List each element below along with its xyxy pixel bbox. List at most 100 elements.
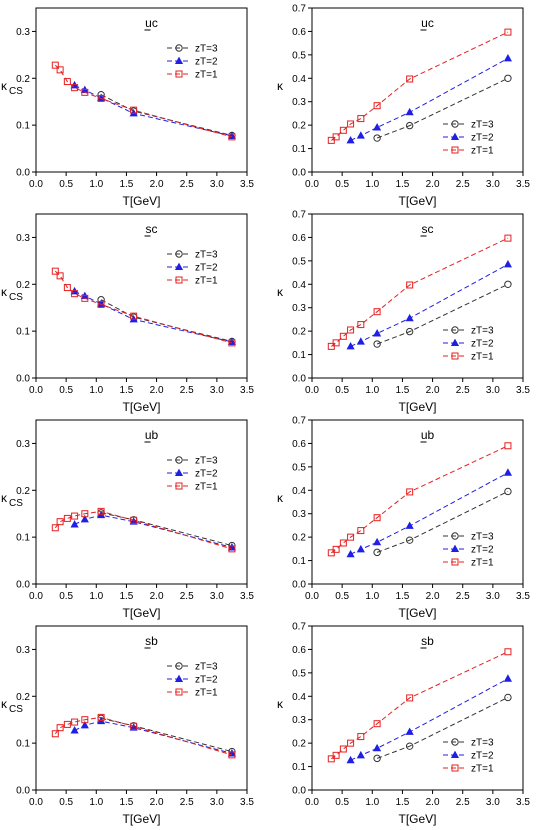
legend-marker [451,532,459,540]
x-tick-label: 2.5 [180,591,194,602]
y-tick-label: 0.6 [292,439,306,450]
plot-frame [35,625,248,791]
x-tick-label: 0.5 [335,591,349,602]
data-point [327,755,335,763]
series-line [54,270,233,344]
chart-panel: 0.0 0.5 1.0 1.5 2.0 2.5 3.0 3.5 0.0 0.1 0.2 0.3 0.4 0… [277,622,530,827]
legend-marker [174,56,184,64]
x-tick-label: 1.5 [395,179,409,190]
y-tick-label: 0.0 [292,168,306,179]
x-tick-label: 0.5 [335,179,349,190]
x-tick-label: 3.0 [486,591,500,602]
legend-marker [451,146,459,154]
x-tick-label: 2.0 [150,385,164,396]
data-point [51,524,59,532]
legend-label: zT=1 [195,276,218,287]
data-point [504,442,512,450]
x-tick-label: 3.5 [516,591,530,602]
x-tick-label: 0.0 [305,385,319,396]
y-tick-label: 0.4 [292,692,306,703]
data-point [357,527,365,535]
y-tick-label: 0.0 [16,374,30,385]
chart-panel: 0.0 0.5 1.0 1.5 2.0 2.5 3.0 3.5 0.0 0.1 0.2 0.3 0.4 0… [277,4,530,209]
data-point [228,751,236,759]
data-point [130,516,138,524]
chart-title: ub [145,428,159,442]
y-tick-label: 0.1 [16,739,30,750]
legend-marker [174,674,184,682]
legend-marker [451,738,459,746]
legend-label: zT=2 [195,263,218,274]
chart-panel: 0.0 0.5 1.0 1.5 2.0 2.5 3.0 3.5 0.0 0.1 0.2 0.3 T[Ge… [1,7,254,208]
data-point [71,512,79,520]
data-point [130,106,138,114]
x-tick-label: 0.0 [305,179,319,190]
y-axis-label: κ [1,285,8,299]
data-point [373,514,381,522]
y-axis-label-subscript: CS [9,292,23,303]
data-point [504,28,512,36]
data-point [373,743,382,752]
data-point [347,120,355,128]
y-tick-label: 0.0 [16,168,30,179]
series-line [74,290,233,343]
y-tick-label: 0.5 [292,256,306,267]
data-point [346,549,355,558]
x-tick-label: 0.5 [335,385,349,396]
legend-marker [450,132,460,141]
x-tick-label: 0.0 [29,385,43,396]
data-point [373,308,381,316]
x-tick-label: 2.0 [426,385,440,396]
chart-panel: 0.0 0.5 1.0 1.5 2.0 2.5 3.0 3.5 0.0 0.1 0.2 0.3 0.4 0… [277,210,530,415]
data-point [373,123,382,131]
legend-label: zT=2 [195,469,218,480]
data-point [70,520,79,528]
data-point [357,321,365,329]
y-tick-label: 0.0 [292,580,306,591]
chart-title: sc [146,222,158,236]
x-tick-label: 0.0 [29,797,43,808]
x-tick-label: 1.0 [89,385,103,396]
data-point [357,733,365,741]
y-tick-label: 0.2 [16,486,30,497]
data-point [56,724,64,732]
x-tick-label: 3.0 [210,797,224,808]
y-tick-label: 0.0 [292,786,306,797]
series-line [74,84,233,137]
x-tick-label: 3.0 [210,385,224,396]
data-point [406,694,414,702]
data-point [356,544,365,553]
data-point [504,74,512,82]
data-point [504,234,512,242]
y-tick-label: 0.5 [292,668,306,679]
data-point [339,745,347,753]
y-tick-label: 0.1 [292,350,306,361]
y-tick-label: 0.2 [16,74,30,85]
x-tick-label: 2.5 [180,797,194,808]
data-point [373,537,382,546]
x-tick-label: 1.0 [89,797,103,808]
data-point [70,726,79,734]
legend-label: zT=3 [195,250,218,261]
data-point [81,510,89,518]
x-axis-label: T[GeV] [398,606,436,620]
chart-panel: 0.0 0.5 1.0 1.5 2.0 2.5 3.0 3.5 0.0 0.1 0.2 0.3 T[Ge… [1,213,254,414]
y-axis-label-subscript: CS [9,704,23,715]
data-point [332,339,340,347]
data-point [51,61,59,69]
legend-marker [175,688,183,696]
chart-title: uc [145,16,158,30]
y-tick-label: 0.1 [16,533,30,544]
legend-marker [175,276,183,284]
y-tick-label: 0.2 [16,280,30,291]
x-tick-label: 0.5 [59,591,73,602]
data-point [406,281,414,289]
y-tick-label: 0.1 [292,556,306,567]
legend-label: zT=3 [471,326,494,337]
legend-label: zT=1 [471,558,494,569]
series-line [100,94,233,136]
data-point [347,326,355,334]
y-tick-label: 0.7 [292,4,306,15]
x-tick-label: 3.5 [516,179,530,190]
